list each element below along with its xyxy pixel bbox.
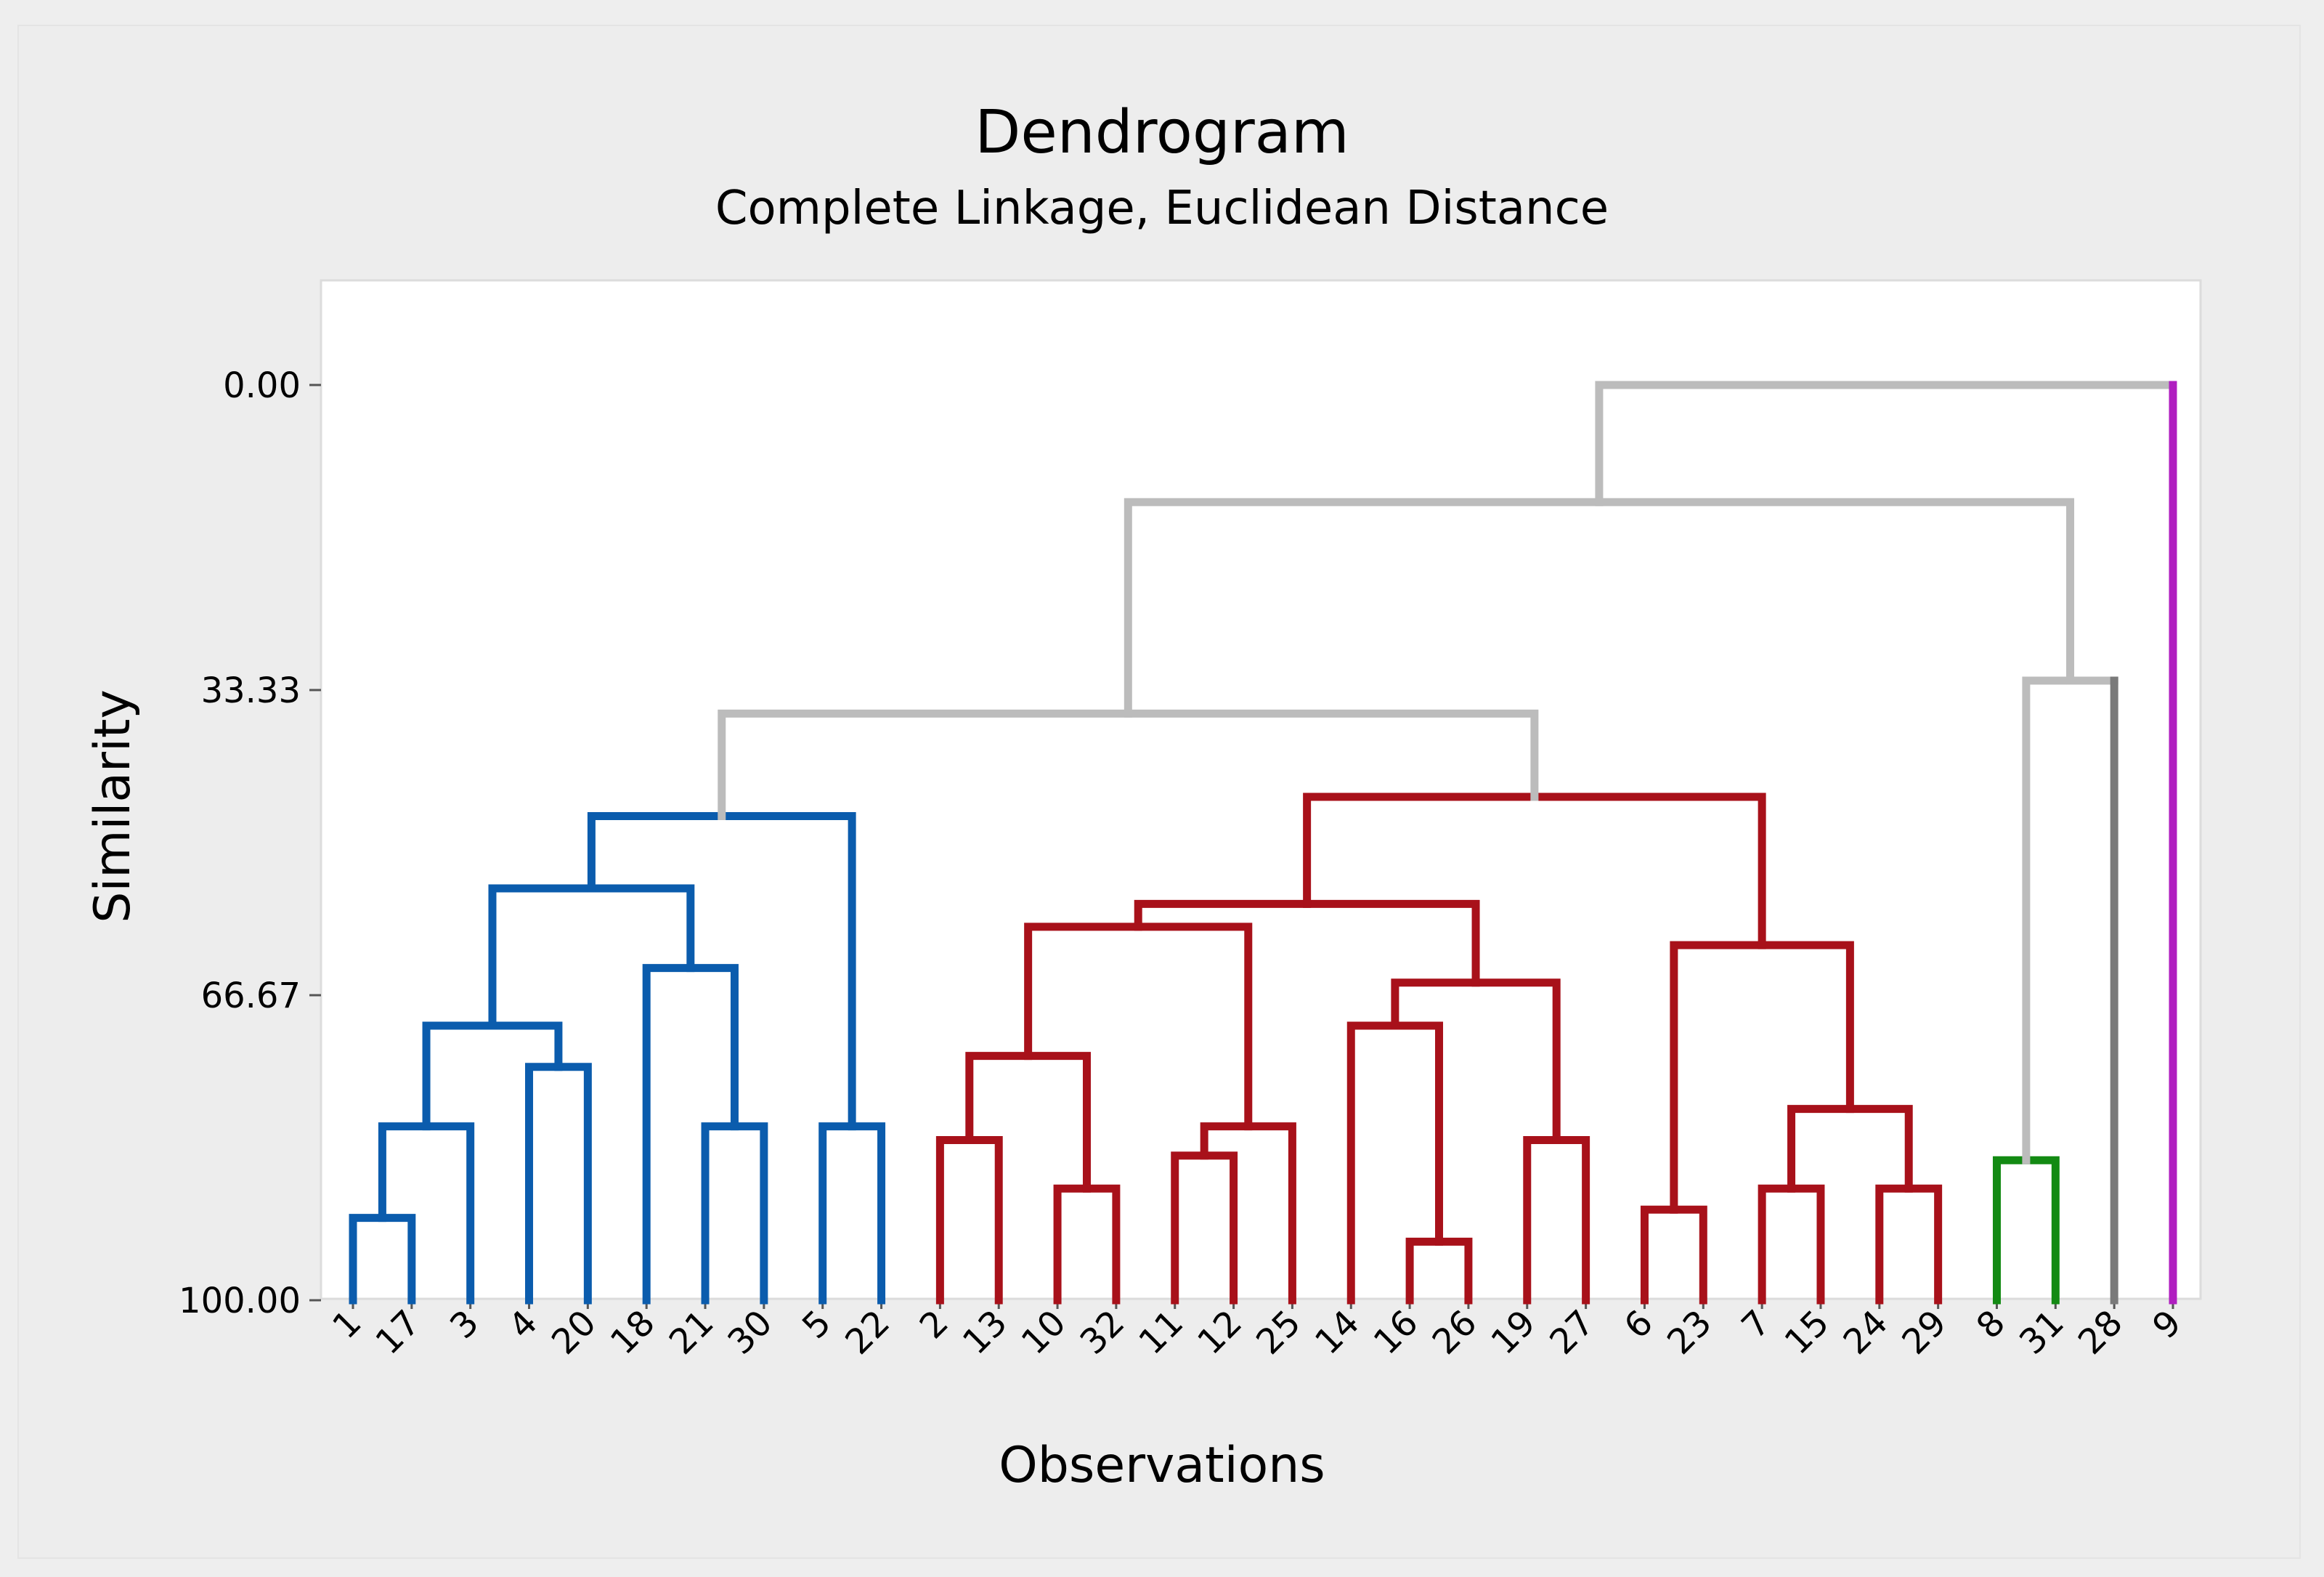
x-tick-label: 16 — [1366, 1302, 1426, 1363]
x-tick-label: 19 — [1483, 1302, 1543, 1363]
x-tick-label: 4 — [501, 1302, 545, 1347]
x-tick-label: 7 — [1734, 1302, 1778, 1347]
chart-subtitle: Complete Linkage, Euclidean Distance — [715, 182, 1609, 235]
x-tick-label: 9 — [2145, 1302, 2189, 1347]
dendrogram-links — [349, 381, 2177, 1305]
x-tick-label: 5 — [795, 1302, 839, 1347]
x-tick-label: 14 — [1307, 1302, 1368, 1363]
x-tick-label: 22 — [837, 1302, 898, 1363]
cluster-link — [1595, 381, 2177, 506]
y-tick-label: 33.33 — [201, 670, 301, 711]
x-tick-label: 31 — [2012, 1302, 2072, 1363]
cluster-link — [2022, 676, 2118, 1164]
plot-area — [320, 279, 2202, 1300]
y-axis: 0.00 33.33 66.67 100.00 — [179, 365, 321, 1321]
x-tick-label: 23 — [1659, 1302, 1720, 1363]
x-tick-label: 26 — [1425, 1302, 1485, 1363]
y-tick-label: 100.00 — [179, 1281, 301, 1321]
x-tick-label: 20 — [544, 1302, 604, 1363]
x-tick-label: 12 — [1190, 1302, 1250, 1363]
x-tick-label: 29 — [1894, 1302, 1954, 1363]
x-tick-label: 32 — [1073, 1302, 1133, 1363]
y-axis-title: Similarity — [84, 689, 142, 923]
x-axis-title: Observations — [999, 1437, 1325, 1494]
x-tick-label: 6 — [1617, 1302, 1661, 1347]
x-tick-label: 11 — [1131, 1302, 1191, 1363]
x-tick-label: 30 — [720, 1302, 781, 1363]
chart-title: Dendrogram — [975, 98, 1349, 167]
x-tick-label: 15 — [1777, 1302, 1837, 1363]
x-tick-label: 25 — [1248, 1302, 1309, 1363]
x-tick-label: 8 — [1969, 1302, 2013, 1347]
x-tick-label: 10 — [1014, 1302, 1074, 1363]
x-tick-label: 13 — [955, 1302, 1015, 1363]
x-tick-label: 2 — [912, 1302, 956, 1347]
x-tick-label: 3 — [442, 1302, 487, 1347]
x-tick-label: 28 — [2071, 1302, 2131, 1363]
x-tick-label: 27 — [1542, 1302, 1602, 1363]
x-tick-label: 24 — [1836, 1302, 1896, 1363]
x-tick-label: 1 — [325, 1302, 369, 1347]
x-tick-label: 18 — [603, 1302, 663, 1363]
x-tick-label: 21 — [662, 1302, 722, 1363]
y-tick-label: 0.00 — [223, 365, 301, 406]
y-tick-label: 66.67 — [201, 976, 301, 1016]
x-tick-label: 17 — [368, 1302, 428, 1363]
